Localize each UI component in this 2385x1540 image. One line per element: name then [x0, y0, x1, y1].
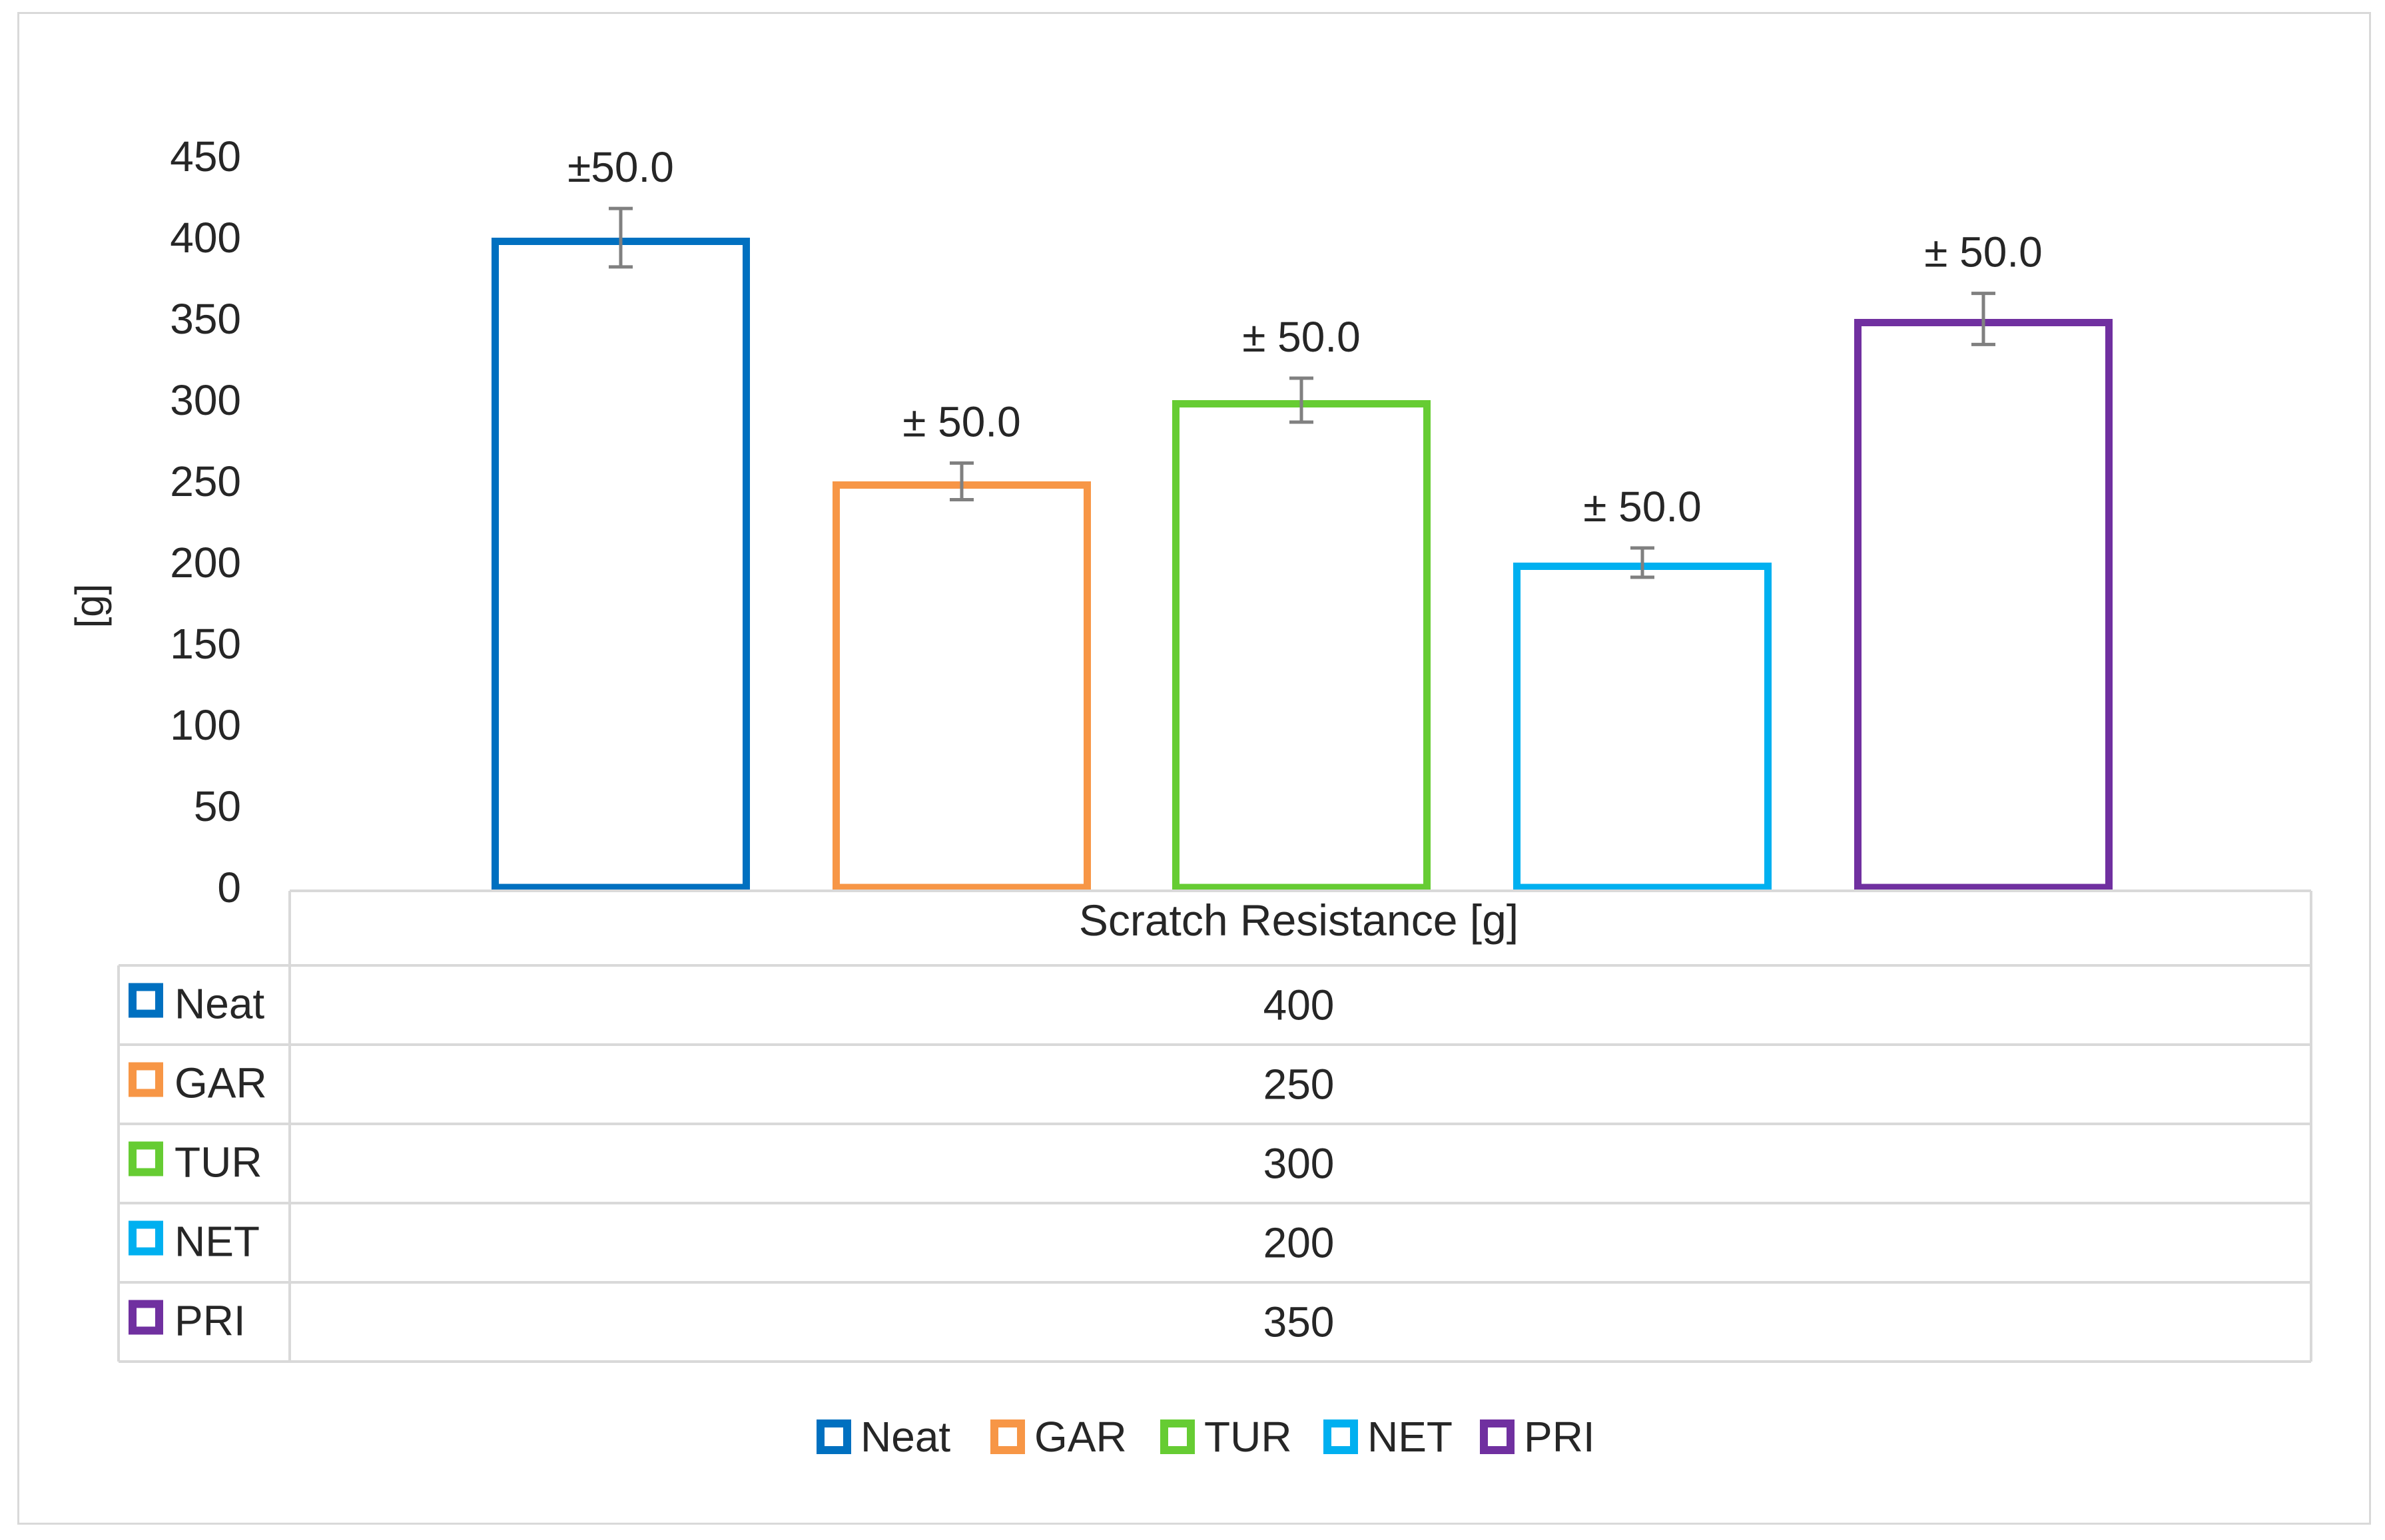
bar-pri: [1854, 319, 2113, 892]
table-key-tur: [129, 1141, 163, 1176]
table-cell-value: 350: [1263, 1298, 1335, 1346]
legend-item-net: NET: [1323, 1413, 1453, 1461]
legend-swatch: [1160, 1419, 1195, 1454]
table-row: TUR 300: [129, 1139, 1335, 1188]
legend-label: TUR: [1204, 1413, 1292, 1461]
table-key-net: [129, 1220, 163, 1256]
table-series-name: GAR: [174, 1059, 267, 1107]
error-bar-net: [1630, 546, 1654, 579]
bar-gar: [833, 481, 1091, 892]
table-row: Neat 400: [129, 980, 1335, 1029]
legend-swatch: [1480, 1419, 1515, 1454]
legend-swatch: [990, 1419, 1025, 1454]
table-cell-value: 250: [1263, 1061, 1335, 1109]
table-row: NET 200: [129, 1218, 1335, 1267]
legend-label: NET: [1367, 1413, 1453, 1461]
error-bar-tur: [1289, 376, 1313, 424]
table-key-gar: [129, 1062, 163, 1097]
table-series-name: Neat: [174, 980, 264, 1028]
y-tick-label: 400: [170, 214, 241, 262]
y-tick-label: 0: [217, 864, 241, 911]
table-cell-value: 300: [1263, 1140, 1335, 1188]
error-bar-gar: [950, 461, 974, 501]
error-label-gar: ± 50.0: [902, 398, 1020, 446]
table-cell-value: 400: [1263, 981, 1335, 1029]
table-row: GAR 250: [129, 1059, 1335, 1109]
y-axis-label: [g]: [67, 584, 112, 629]
y-tick-label: 50: [194, 782, 241, 830]
error-bar-pri: [1971, 292, 1995, 346]
table-key-neat: [129, 983, 163, 1018]
legend-item-tur: TUR: [1160, 1413, 1292, 1461]
category-label: Scratch Resistance [g]: [1079, 896, 1519, 945]
legend-label: GAR: [1034, 1413, 1127, 1461]
table-series-name: NET: [174, 1218, 260, 1266]
y-tick-label: 250: [170, 457, 241, 505]
legend-swatch: [1323, 1419, 1358, 1454]
y-tick-label: 300: [170, 376, 241, 424]
error-label-net: ± 50.0: [1583, 483, 1701, 531]
legend-swatch: [817, 1419, 851, 1454]
legend-label: Neat: [860, 1413, 950, 1461]
table-cell-value: 200: [1263, 1219, 1335, 1267]
y-tick-label: 200: [170, 539, 241, 587]
legend-item-gar: GAR: [990, 1413, 1127, 1461]
bar-net: [1513, 563, 1772, 892]
error-label-tur: ± 50.0: [1242, 313, 1360, 361]
bar-neat: [492, 238, 750, 892]
table-row: PRI 350: [129, 1297, 1335, 1346]
error-bar-neat: [609, 206, 633, 269]
table-series-name: PRI: [174, 1297, 246, 1345]
data-table-grid: [117, 890, 2312, 1363]
legend-item-neat: Neat: [817, 1413, 950, 1461]
table-series-name: TUR: [174, 1139, 262, 1186]
legend-item-pri: PRI: [1480, 1413, 1595, 1461]
y-tick-label: 100: [170, 701, 241, 749]
error-label-neat: ±50.0: [567, 143, 674, 191]
y-tick-label: 450: [170, 132, 241, 180]
table-key-pri: [129, 1300, 163, 1335]
legend-label: PRI: [1524, 1413, 1595, 1461]
y-tick-label: 350: [170, 295, 241, 343]
y-tick-label: 150: [170, 620, 241, 668]
error-label-pri: ± 50.0: [1924, 228, 2042, 276]
bar-tur: [1172, 400, 1431, 892]
